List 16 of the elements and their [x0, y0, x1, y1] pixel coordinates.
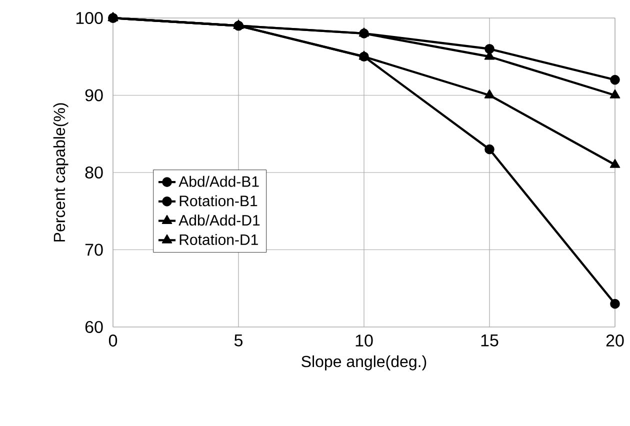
- y-tick-label: 100: [76, 12, 103, 24]
- x-tick-label: 10: [356, 334, 373, 347]
- y-tick-label: 90: [85, 89, 103, 102]
- legend-label: Rotation-B1: [180, 195, 258, 206]
- x-tick-label: 20: [606, 334, 624, 347]
- legend-label: Rotation-D1: [180, 234, 258, 245]
- x-tick-label: 15: [481, 334, 498, 346]
- legend-label: Adb/Add-D1: [178, 214, 260, 226]
- y-tick-label: 80: [85, 166, 103, 179]
- x-tick-label: 0: [108, 334, 118, 347]
- y-axis-title: Percent capable(%): [53, 103, 68, 242]
- x-axis-title: Slope angle(deg.): [302, 355, 426, 370]
- y-tick-label: 60: [85, 320, 103, 334]
- y-tick-label: 70: [85, 244, 103, 256]
- x-tick-label: 5: [234, 334, 243, 346]
- legend-label: Abd/Add-B1: [178, 176, 259, 187]
